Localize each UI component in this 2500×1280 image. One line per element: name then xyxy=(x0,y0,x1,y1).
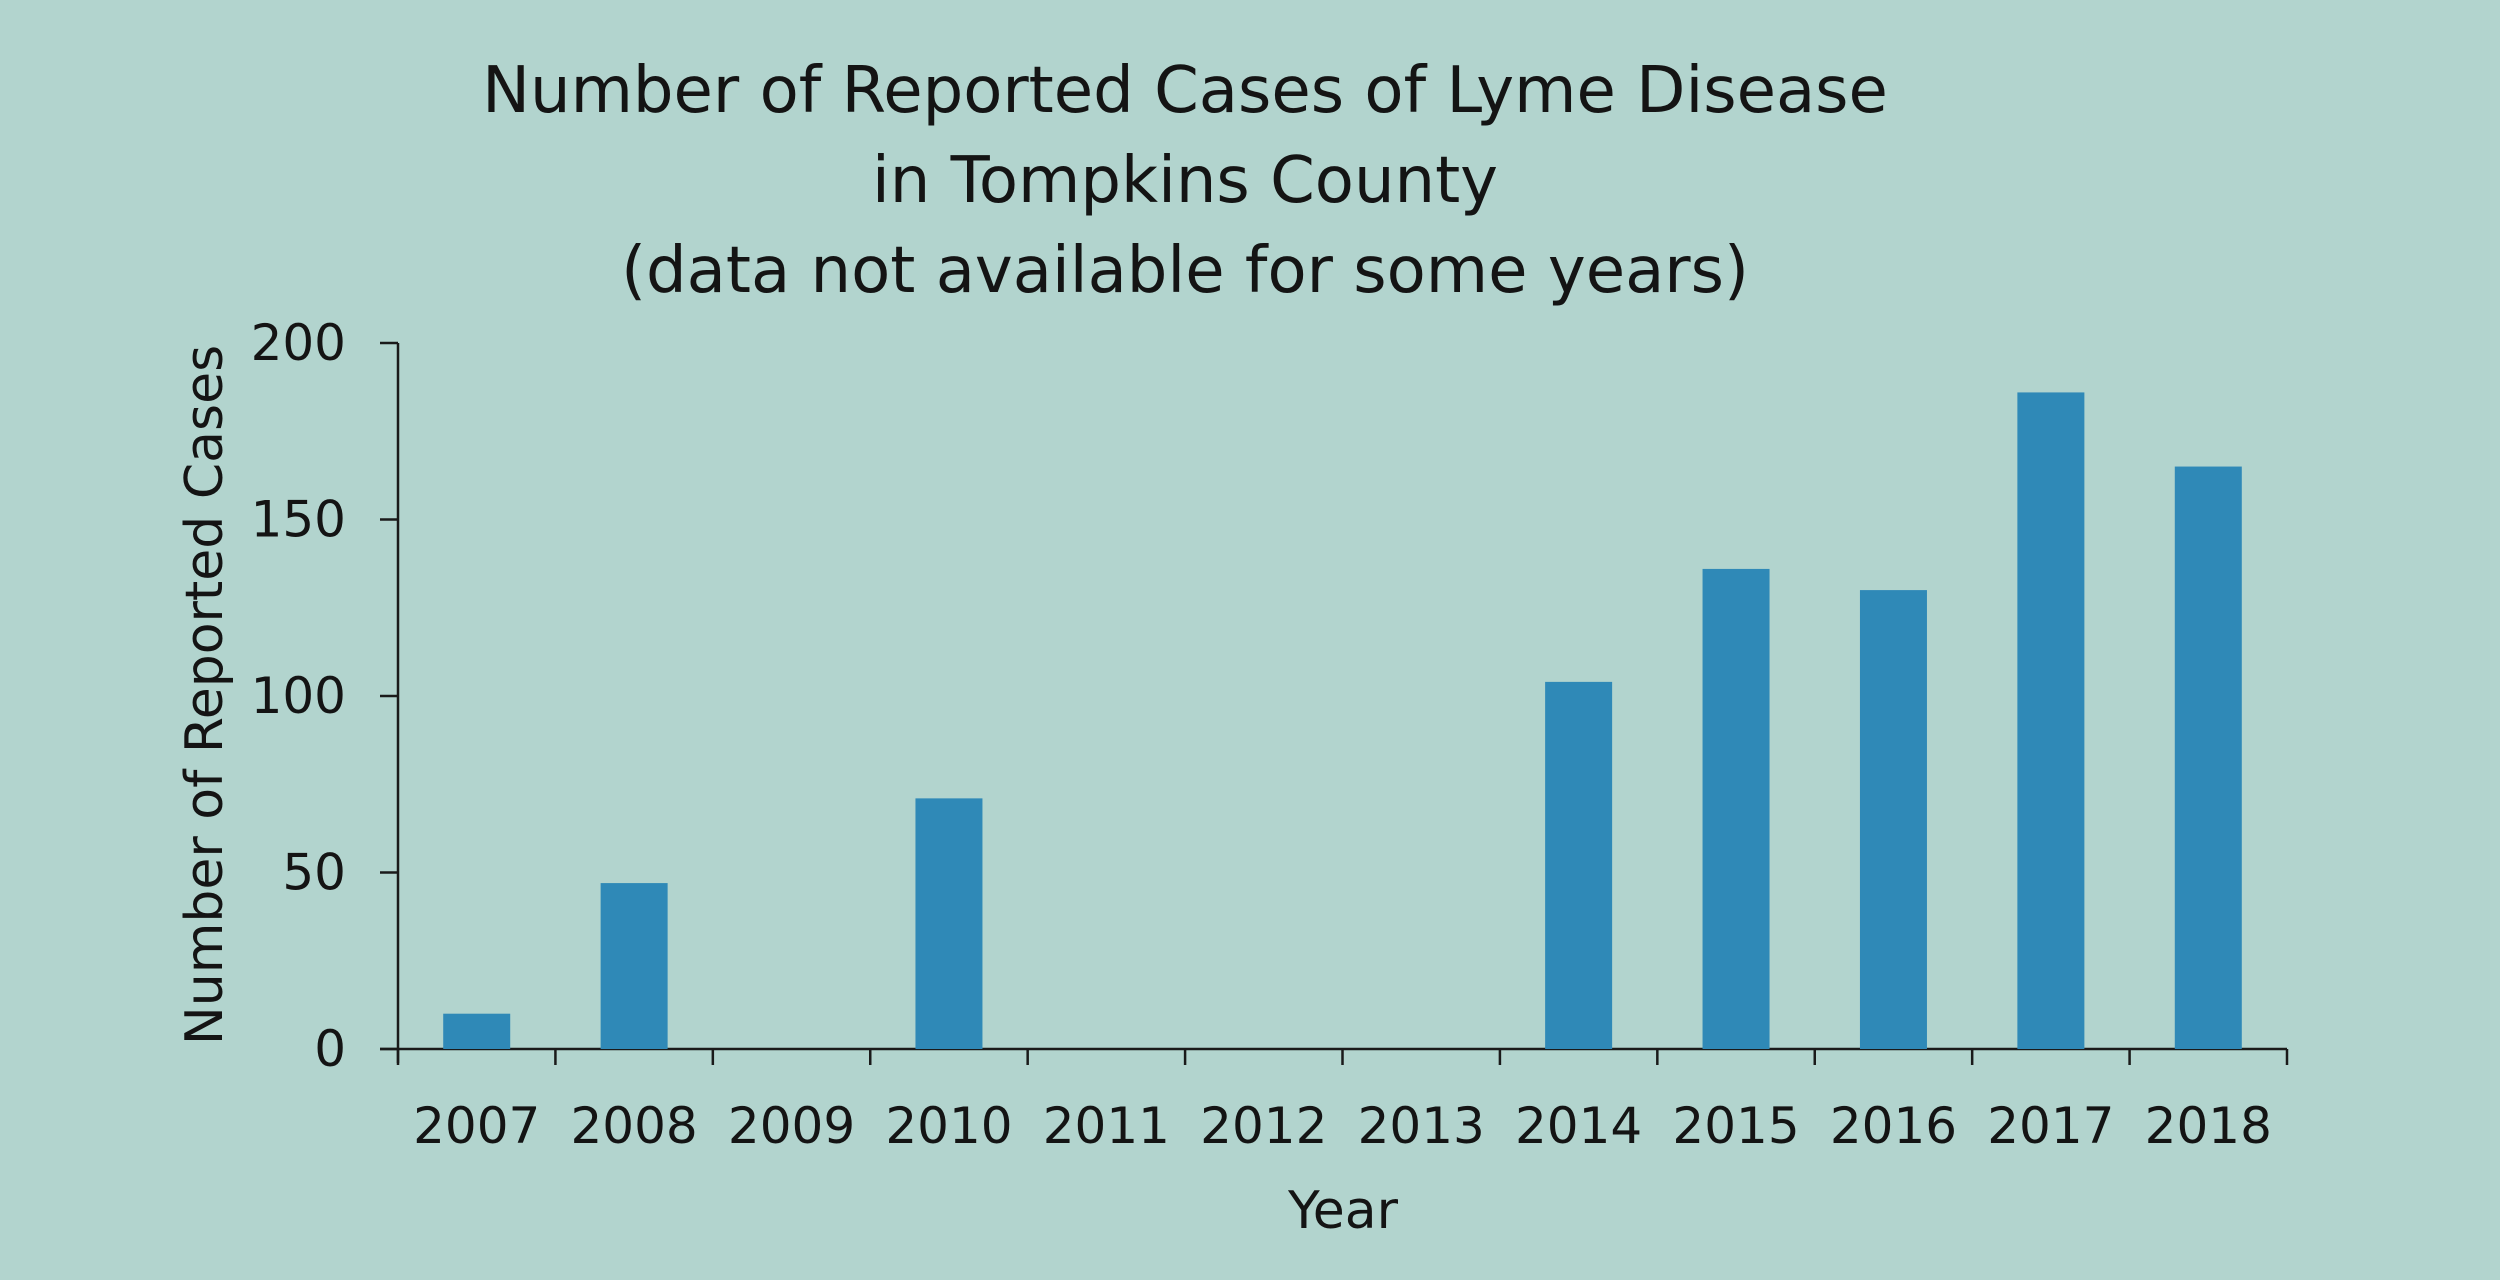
x-tick-label-2010: 2010 xyxy=(885,1097,1012,1155)
x-tick-label-2016: 2016 xyxy=(1830,1097,1957,1155)
x-tick-label-2018: 2018 xyxy=(2145,1097,2272,1155)
x-tick-label-2008: 2008 xyxy=(571,1097,698,1155)
x-tick-label-2012: 2012 xyxy=(1200,1097,1327,1155)
x-tick-label-2017: 2017 xyxy=(1987,1097,2114,1155)
y-tick-label: 100 xyxy=(251,667,346,725)
x-axis-title: Year xyxy=(1287,1181,1399,1241)
y-tick-label: 150 xyxy=(251,491,346,549)
y-tick-label: 200 xyxy=(251,314,346,372)
x-tick-label-2015: 2015 xyxy=(1672,1097,1799,1155)
bar-2015 xyxy=(1702,568,1770,1049)
bar-2008 xyxy=(600,883,668,1049)
bar-2007 xyxy=(443,1013,511,1049)
chart-title: Number of Reported Cases of Lyme Disease… xyxy=(482,54,1888,308)
y-axis-title: Number of Reported Cases xyxy=(175,345,235,1045)
chart-title-line-2: in Tompkins County xyxy=(872,144,1498,218)
y-tick-label: 0 xyxy=(314,1020,346,1078)
chart-title-line-1: Number of Reported Cases of Lyme Disease xyxy=(482,54,1888,128)
x-tick-label-2011: 2011 xyxy=(1043,1097,1170,1155)
x-tick-label-2014: 2014 xyxy=(1515,1097,1642,1155)
bar-2014 xyxy=(1545,681,1613,1049)
plot-area: 0 50 100 150 200 2007 2008 2009 2010 2011 2012 2013… xyxy=(251,314,2289,1155)
bar-2018 xyxy=(2174,466,2242,1049)
x-tick-label-2013: 2013 xyxy=(1358,1097,1485,1155)
bar-2016 xyxy=(1859,590,1927,1049)
y-tick-label: 50 xyxy=(282,844,346,902)
x-tick-label-2009: 2009 xyxy=(728,1097,855,1155)
chart-title-line-3: (data not available for some years) xyxy=(621,234,1749,308)
bar-2017 xyxy=(2017,392,2085,1049)
bar-2010 xyxy=(915,798,983,1049)
x-tick-label-2007: 2007 xyxy=(413,1097,540,1155)
